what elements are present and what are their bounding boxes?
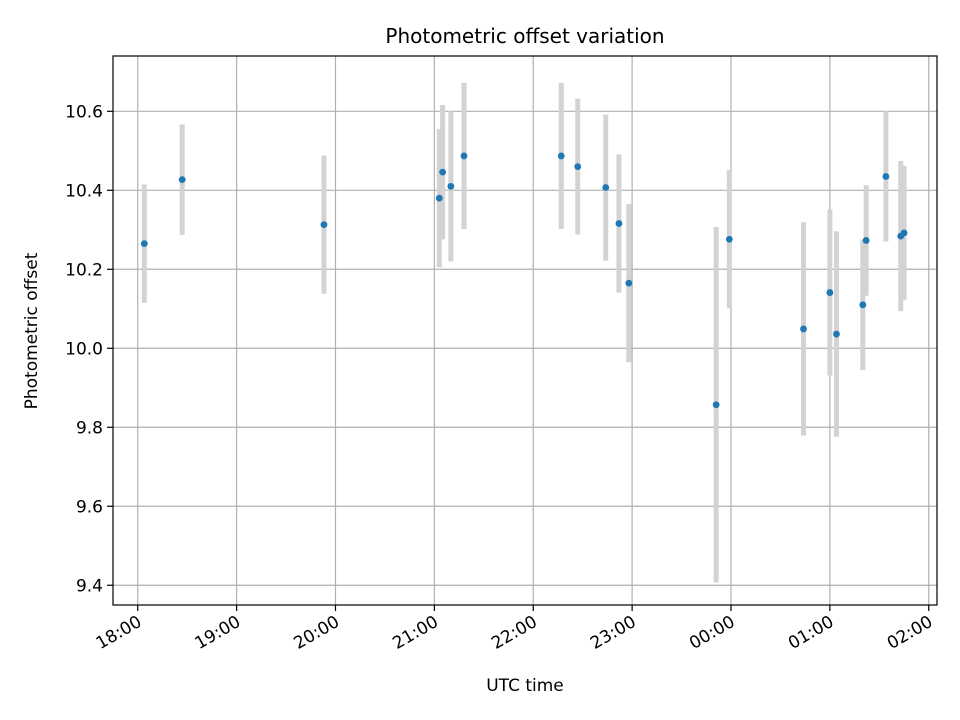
- y-axis-ticks: 9.4 9.6 9.8 10.0 10.2 10.4 10.6: [65, 102, 113, 596]
- y-axis-label: Photometric offset: [22, 252, 42, 409]
- data-point: [833, 330, 840, 338]
- y-tick-label: 10.6: [65, 102, 103, 122]
- x-tick-label: 00:00: [686, 612, 738, 654]
- data-point: [557, 152, 565, 160]
- data-point: [859, 301, 867, 309]
- x-tick-label: 01:00: [785, 612, 837, 654]
- errorbar-layer: [141, 82, 907, 583]
- y-tick-label: 9.8: [76, 418, 103, 438]
- data-point: [725, 235, 733, 243]
- data-point: [435, 194, 443, 202]
- x-axis-ticks: 18:00 19:00 20:00 21:00 22:00 23:00 00:00 01:00…: [93, 605, 936, 654]
- data-point: [439, 168, 446, 176]
- data-point: [615, 220, 623, 227]
- plot-frame: [112, 55, 938, 606]
- x-tick-label: 18:00: [93, 612, 145, 654]
- x-tick-label: 20:00: [291, 612, 343, 654]
- y-tick-label: 10.2: [65, 260, 103, 280]
- y-tick-label: 10.4: [65, 181, 103, 201]
- data-point: [900, 229, 908, 237]
- x-axis-label: UTC time: [486, 676, 564, 696]
- data-point: [140, 240, 148, 248]
- data-point: [178, 176, 186, 184]
- x-tick-label: 22:00: [488, 612, 540, 654]
- data-point: [460, 152, 468, 160]
- data-point: [602, 184, 610, 191]
- data-point: [574, 163, 582, 170]
- data-point: [826, 289, 834, 296]
- data-point: [625, 279, 633, 287]
- point-layer: [140, 152, 908, 409]
- y-tick-label: 10.0: [65, 339, 103, 359]
- data-point: [447, 182, 455, 190]
- data-point: [800, 325, 807, 333]
- data-point: [882, 173, 890, 180]
- data-point: [862, 237, 870, 244]
- x-tick-label: 23:00: [587, 612, 639, 654]
- data-point: [712, 401, 720, 409]
- x-tick-label: 02:00: [884, 612, 936, 654]
- x-tick-label: 21:00: [389, 612, 441, 654]
- grid-layer: [113, 56, 937, 605]
- x-tick-label: 19:00: [192, 612, 244, 654]
- y-tick-label: 9.4: [76, 576, 103, 596]
- y-tick-label: 9.6: [76, 497, 103, 517]
- chart-title: Photometric offset variation: [385, 24, 664, 48]
- data-point: [320, 221, 328, 229]
